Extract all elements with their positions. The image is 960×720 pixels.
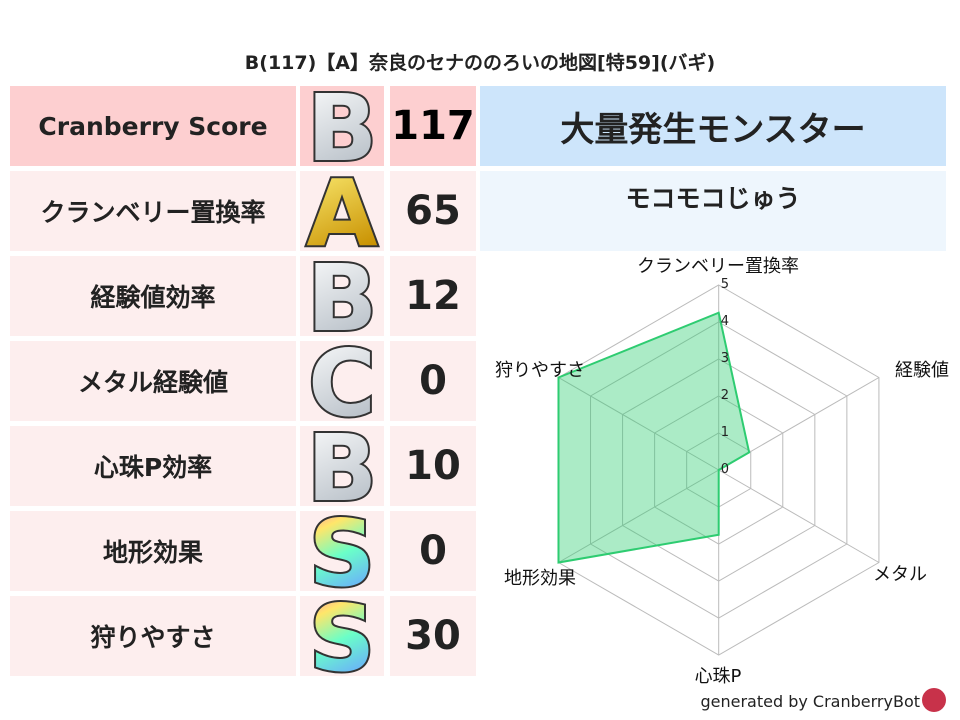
row-label: メタル経験値 [10,341,296,421]
rank-badge: S [300,509,384,593]
axis-label: クランベリー置換率 [637,256,799,277]
axis-label: メタル [873,564,927,585]
row-label: クランベリー置換率 [10,171,296,251]
rank-badge: B [300,84,384,168]
rank-letter: B [307,424,377,508]
rank-badge: C [300,339,384,423]
axis-label: 経験値 [895,360,949,381]
row-label: 経験値効率 [10,256,296,336]
tick-label: 2 [721,388,729,403]
row-value: 10 [390,426,476,506]
grid-spoke [558,469,719,563]
row-label: 狩りやすさ [10,596,296,676]
tick-label: 4 [721,314,729,329]
row-label: Cranberry Score [10,86,296,166]
row-value: 0 [390,511,476,591]
tick-label: 5 [721,277,729,292]
grid-spoke [718,469,880,563]
tick-label: 1 [721,425,729,440]
rank-letter: B [307,84,377,168]
monster-header: 大量発生モンスター [480,86,946,166]
row-value: 0 [390,341,476,421]
tick-label: 0 [721,462,729,477]
cranberrybot-logo-icon [922,688,946,712]
footer-credit: generated by CranberryBot [700,692,920,711]
page-title: B(117)【A】奈良のセナののろいの地図[特59](バギ) [244,52,716,74]
rank-letter: B [307,254,377,338]
axis-label: 狩りやすさ [495,360,585,381]
rank-letter: S [309,594,375,678]
rank-letter: S [309,509,375,593]
rank-badge: B [300,424,384,508]
row-label: 地形効果 [10,511,296,591]
tick-label: 3 [721,351,729,366]
row-value: 117 [390,86,476,166]
rank-badge: S [300,594,384,678]
rank-letter: A [306,169,377,253]
row-value: 12 [390,256,476,336]
row-value: 65 [390,171,476,251]
axis-label: 地形効果 [504,568,576,589]
row-label: 心珠P効率 [10,426,296,506]
row-value: 30 [390,596,476,676]
rank-badge: B [300,254,384,338]
axis-label: 心珠P [695,666,742,687]
monster-name: モコモコじゅう [480,171,946,251]
rank-letter: C [308,339,376,423]
rank-badge: A [300,169,384,253]
grid-spoke [558,377,719,471]
